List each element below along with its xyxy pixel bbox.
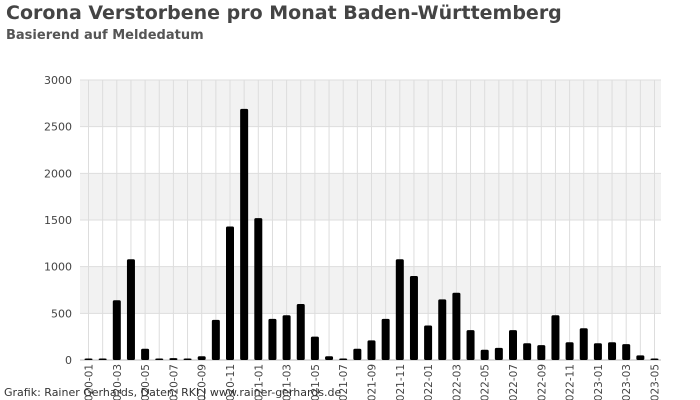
x-tick-label: 2022-01	[423, 364, 435, 400]
bar	[183, 358, 192, 360]
bar	[395, 259, 404, 360]
x-tick-label: 2020-05	[140, 364, 152, 400]
bar	[494, 347, 503, 360]
chart-title: Corona Verstorbene pro Monat Baden-Württ…	[6, 2, 562, 24]
bar	[240, 108, 249, 360]
x-tick-label: 2022-07	[508, 364, 520, 400]
bar	[579, 328, 588, 360]
bar	[622, 344, 631, 360]
x-tick-label: 2021-01	[253, 364, 265, 400]
bar	[367, 340, 376, 360]
x-tick-label: 2022-05	[480, 364, 492, 400]
bar	[537, 345, 546, 360]
bar	[169, 358, 178, 360]
bar	[466, 330, 475, 360]
y-tick-label: 1000	[44, 261, 72, 274]
x-tick-label: 2023-03	[621, 364, 633, 400]
bar	[226, 226, 234, 360]
bar-series	[84, 108, 659, 360]
y-tick-label: 2500	[44, 121, 72, 134]
y-tick-label: 1500	[44, 214, 72, 227]
bar	[211, 319, 220, 360]
bar	[339, 358, 348, 360]
x-tick-label: 2020-11	[225, 364, 237, 400]
x-tick-label: 2021-03	[282, 364, 294, 400]
y-tick-label: 3000	[44, 74, 72, 87]
credit-text: Grafik: Rainer Gerhards, Daten: RKI | ww…	[4, 386, 342, 399]
x-tick-label: 2022-09	[536, 364, 548, 400]
bar	[155, 358, 164, 360]
grid-band	[80, 173, 661, 220]
bar	[325, 356, 334, 360]
x-tick-label: 2021-05	[310, 364, 322, 400]
x-tick-label: 2020-09	[197, 364, 209, 400]
bar	[353, 348, 362, 360]
bar	[282, 315, 291, 360]
chart-subtitle: Basierend auf Meldedatum	[6, 28, 204, 43]
bar	[254, 218, 263, 360]
x-tick-label: 2022-03	[451, 364, 463, 400]
bar	[126, 259, 135, 360]
bar	[509, 330, 517, 360]
bar	[523, 343, 532, 360]
x-tick-label: 2021-11	[395, 364, 407, 400]
grid-band	[80, 266, 661, 314]
bar	[452, 292, 461, 360]
x-tick-label: 2021-09	[367, 364, 379, 400]
bar	[310, 336, 319, 360]
bar	[112, 300, 121, 360]
x-tick-label: 2020-07	[168, 364, 180, 400]
bar	[608, 342, 617, 360]
bar	[84, 358, 93, 360]
x-tick-label: 2021-07	[338, 364, 350, 400]
bar	[197, 356, 206, 360]
x-tick-label: 2023-01	[593, 364, 605, 400]
bar	[636, 355, 645, 360]
bar	[268, 318, 277, 360]
bar	[409, 276, 418, 360]
grid-lines	[80, 79, 661, 361]
bar	[381, 318, 390, 360]
bar	[424, 325, 433, 360]
x-tick-label: 2020-01	[84, 364, 96, 400]
bar	[565, 342, 574, 360]
bar	[296, 304, 305, 360]
bar	[551, 315, 560, 360]
x-tick-label: 2023-05	[650, 364, 662, 400]
y-tick-label: 500	[51, 307, 72, 320]
bar	[480, 349, 489, 360]
y-tick-label: 2000	[44, 167, 72, 180]
bar	[650, 358, 659, 360]
grid-band	[80, 80, 661, 127]
bar	[438, 299, 447, 360]
y-tick-label: 0	[65, 354, 72, 367]
bar	[593, 343, 602, 360]
bar	[141, 348, 150, 360]
x-tick-label: 2020-03	[112, 364, 124, 400]
x-tick-label: 2022-11	[565, 364, 577, 400]
x-axis-ticks: 2020-01 2020-03 2020-05 2020-07 2020-09 2020-…	[84, 364, 662, 400]
y-axis-ticks: 0 500 1000 1500 2000 2500 3000	[44, 74, 72, 367]
bar	[98, 358, 107, 360]
